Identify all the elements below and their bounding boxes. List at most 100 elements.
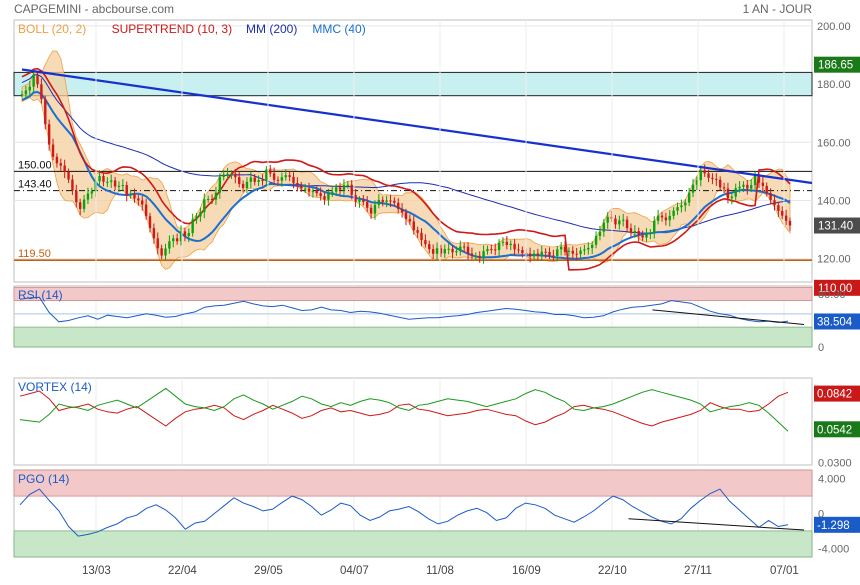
- candle-body: [494, 249, 497, 251]
- resistance-band: [13, 71, 813, 97]
- candle-body: [331, 191, 334, 194]
- candle-body: [718, 179, 722, 188]
- candle-body: [618, 220, 621, 225]
- candle-body: [63, 165, 66, 172]
- candle-body: [462, 246, 466, 248]
- candle-body: [750, 185, 753, 189]
- pgo-value-label: -1.298: [817, 520, 850, 532]
- candle-body: [342, 185, 346, 190]
- candle-body: [556, 249, 559, 257]
- vortex-axis-tick: 0.0300: [818, 457, 852, 469]
- price-tag-box: [814, 217, 860, 234]
- rsi-value-tag: [814, 313, 860, 330]
- candle-body: [431, 249, 435, 254]
- vortex-plus-tag: [814, 385, 860, 402]
- candle-body: [354, 194, 357, 202]
- candle-body: [257, 180, 260, 182]
- candle-body: [443, 249, 446, 254]
- candle-body: [590, 244, 594, 248]
- candle-body: [559, 246, 563, 250]
- rsi-title: RSI (14): [18, 288, 63, 302]
- candle-body: [532, 253, 536, 257]
- candle-body: [715, 178, 718, 180]
- candle-body: [261, 180, 264, 182]
- candle-body: [416, 230, 419, 233]
- candle-body: [334, 187, 338, 192]
- candle-body: [32, 75, 35, 87]
- x-tick-label: 22/10: [598, 565, 627, 577]
- price-axis-tick: 120.00: [817, 254, 851, 266]
- candle-body: [234, 173, 237, 178]
- vortex-plus-label: 0.0842: [817, 389, 852, 401]
- candle-body: [614, 218, 617, 225]
- candle-body: [51, 144, 55, 157]
- vortex-minus-line: [19, 387, 789, 432]
- candle-body: [253, 177, 256, 182]
- candle-body: [129, 194, 132, 196]
- x-tick-label: 16/09: [512, 565, 541, 577]
- candle-body: [358, 199, 361, 202]
- price-tag-label: 131.40: [818, 221, 853, 233]
- candle-body: [536, 253, 540, 256]
- candle-body: [168, 241, 171, 249]
- candle-body: [691, 184, 695, 193]
- candle-body: [393, 200, 396, 203]
- price-legend-item: BOLL (20, 2): [18, 22, 86, 36]
- candle-body: [641, 235, 644, 238]
- candle-body: [203, 199, 206, 213]
- candle-body: [199, 212, 202, 217]
- price-axis-tick: 180.00: [817, 79, 851, 91]
- candle-body: [784, 215, 788, 221]
- price-tag-label: 110.00: [818, 283, 852, 295]
- candle-body: [144, 204, 148, 217]
- x-tick-label: 13/03: [82, 565, 111, 577]
- candle-body: [338, 187, 342, 190]
- candle-body: [676, 207, 679, 211]
- pgo-axis-tick: -4.000: [818, 543, 849, 555]
- candle-body: [222, 174, 225, 177]
- candle-body: [175, 238, 179, 242]
- candle-body: [288, 175, 291, 177]
- rsi-axis-tick: 80.00: [818, 289, 846, 301]
- candle-body: [722, 187, 726, 189]
- candle-body: [513, 243, 516, 250]
- candle-body: [420, 232, 423, 241]
- candle-body: [773, 200, 776, 206]
- candle-body: [40, 84, 43, 100]
- candle-body: [571, 250, 574, 254]
- x-tick-label: 04/07: [340, 565, 369, 577]
- candle-body: [303, 188, 307, 190]
- candle-body: [548, 252, 551, 256]
- candle-body: [656, 215, 660, 221]
- candle-body: [470, 253, 474, 256]
- candle-body: [241, 183, 245, 188]
- candle-body: [183, 231, 187, 237]
- candle-body: [362, 199, 365, 202]
- candle-body: [653, 220, 656, 233]
- candle-body: [660, 215, 664, 218]
- candle-body: [567, 250, 571, 253]
- pgo-oversold-zone: [13, 530, 813, 558]
- candle-body: [346, 184, 350, 186]
- candle-body: [501, 241, 505, 243]
- candle-body: [98, 176, 101, 182]
- candle-body: [447, 248, 450, 250]
- candle-body: [373, 204, 377, 214]
- candle-body: [172, 238, 175, 242]
- rsi-trendline: [652, 309, 805, 325]
- price-axis-tick: 200.00: [817, 21, 851, 33]
- candle-body: [300, 185, 303, 189]
- candle-body: [113, 180, 117, 187]
- price-axis-tick: 160.00: [817, 137, 851, 149]
- candle-body: [389, 200, 392, 202]
- price-tag-box: [814, 279, 860, 296]
- candle-body: [78, 202, 82, 209]
- candle-body: [265, 169, 268, 181]
- chart-header-title: CAPGEMINI - abcbourse.com: [14, 2, 175, 16]
- candle-body: [350, 184, 353, 195]
- candle-body: [47, 124, 51, 145]
- candle-body: [249, 177, 253, 182]
- candle-body: [195, 216, 198, 220]
- candle-body: [106, 181, 109, 183]
